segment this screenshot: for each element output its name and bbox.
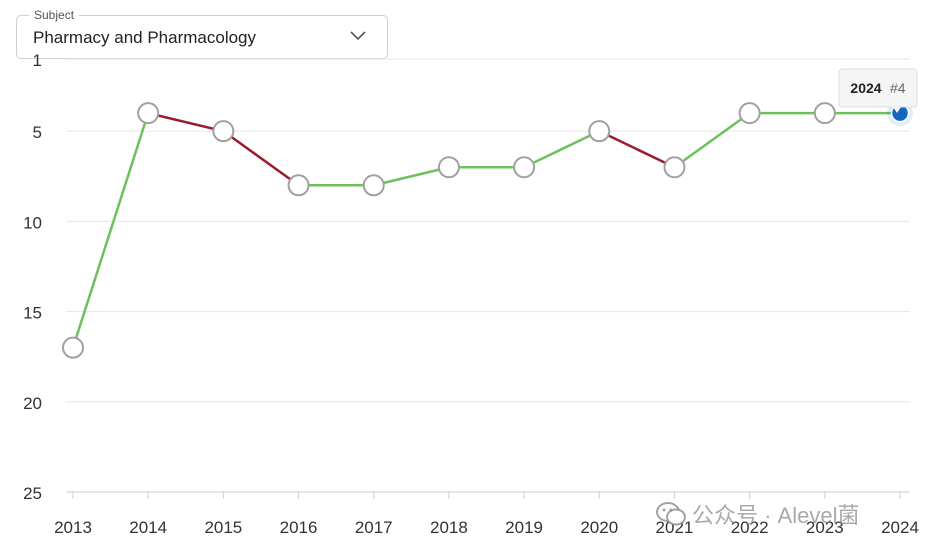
tooltip: 2024 #4 <box>838 68 918 113</box>
data-point[interactable] <box>212 120 235 143</box>
data-point[interactable] <box>287 174 310 197</box>
chevron-down-icon <box>350 31 366 41</box>
wechat-icon <box>656 502 686 526</box>
x-axis-ticks: 2013 2014 2015 2016 2017 2018 2019 2020 2021 2022… <box>54 492 919 537</box>
y-tick-label: 20 <box>23 394 42 413</box>
x-tick-label: 2019 <box>505 518 543 537</box>
subject-label: Subject <box>29 7 80 23</box>
x-tick-label: 2018 <box>430 518 468 537</box>
watermark-text: 公众号 · Alevel菌 <box>692 503 860 528</box>
x-tick-label: 2024 <box>881 518 919 537</box>
x-tick-label: 2015 <box>204 518 242 537</box>
line-segment <box>146 111 225 133</box>
subject-value: Pharmacy and Pharmacology <box>33 28 257 47</box>
series-line <box>71 111 902 349</box>
line-segment <box>522 129 601 169</box>
y-tick-label: 10 <box>23 213 42 232</box>
svg-text:2024 #4: 2024 #4 <box>850 80 905 97</box>
data-point[interactable] <box>137 102 160 125</box>
tooltip-pointer <box>893 107 901 113</box>
x-tick-label: 2021 <box>656 518 694 537</box>
x-tick-label: 2014 <box>129 518 167 537</box>
x-tick-label: 2022 <box>731 518 769 537</box>
data-point[interactable] <box>362 174 385 197</box>
x-tick-label: 2016 <box>280 518 318 537</box>
x-tick-label: 2020 <box>580 518 618 537</box>
x-tick-label: 2013 <box>54 518 92 537</box>
data-point[interactable] <box>513 156 536 179</box>
tooltip-year: 2024 <box>850 80 881 96</box>
line-segment <box>71 111 150 349</box>
tooltip-box <box>838 68 918 108</box>
data-point[interactable] <box>663 156 686 179</box>
line-segment <box>222 129 300 187</box>
data-point[interactable] <box>437 156 460 179</box>
y-tick-label: 1 <box>33 51 42 70</box>
y-tick-label: 5 <box>33 123 42 142</box>
line-segment <box>372 166 451 187</box>
line-segment <box>598 129 676 169</box>
data-point[interactable] <box>62 336 84 359</box>
watermark: 公众号 · Alevel菌 <box>656 498 859 530</box>
data-point[interactable] <box>738 102 761 125</box>
y-tick-label: 15 <box>23 304 42 323</box>
data-point[interactable] <box>588 120 611 143</box>
tooltip-rank: #4 <box>890 80 906 96</box>
x-tick-label: 2023 <box>806 518 844 537</box>
x-tick-label: 2017 <box>355 518 393 537</box>
subject-select[interactable]: Subject Pharmacy and Pharmacology <box>16 7 388 59</box>
grid-lines <box>66 58 910 493</box>
series-points <box>62 100 913 359</box>
y-tick-label: 25 <box>23 484 42 503</box>
line-segment <box>673 111 751 169</box>
data-point[interactable] <box>813 102 836 125</box>
